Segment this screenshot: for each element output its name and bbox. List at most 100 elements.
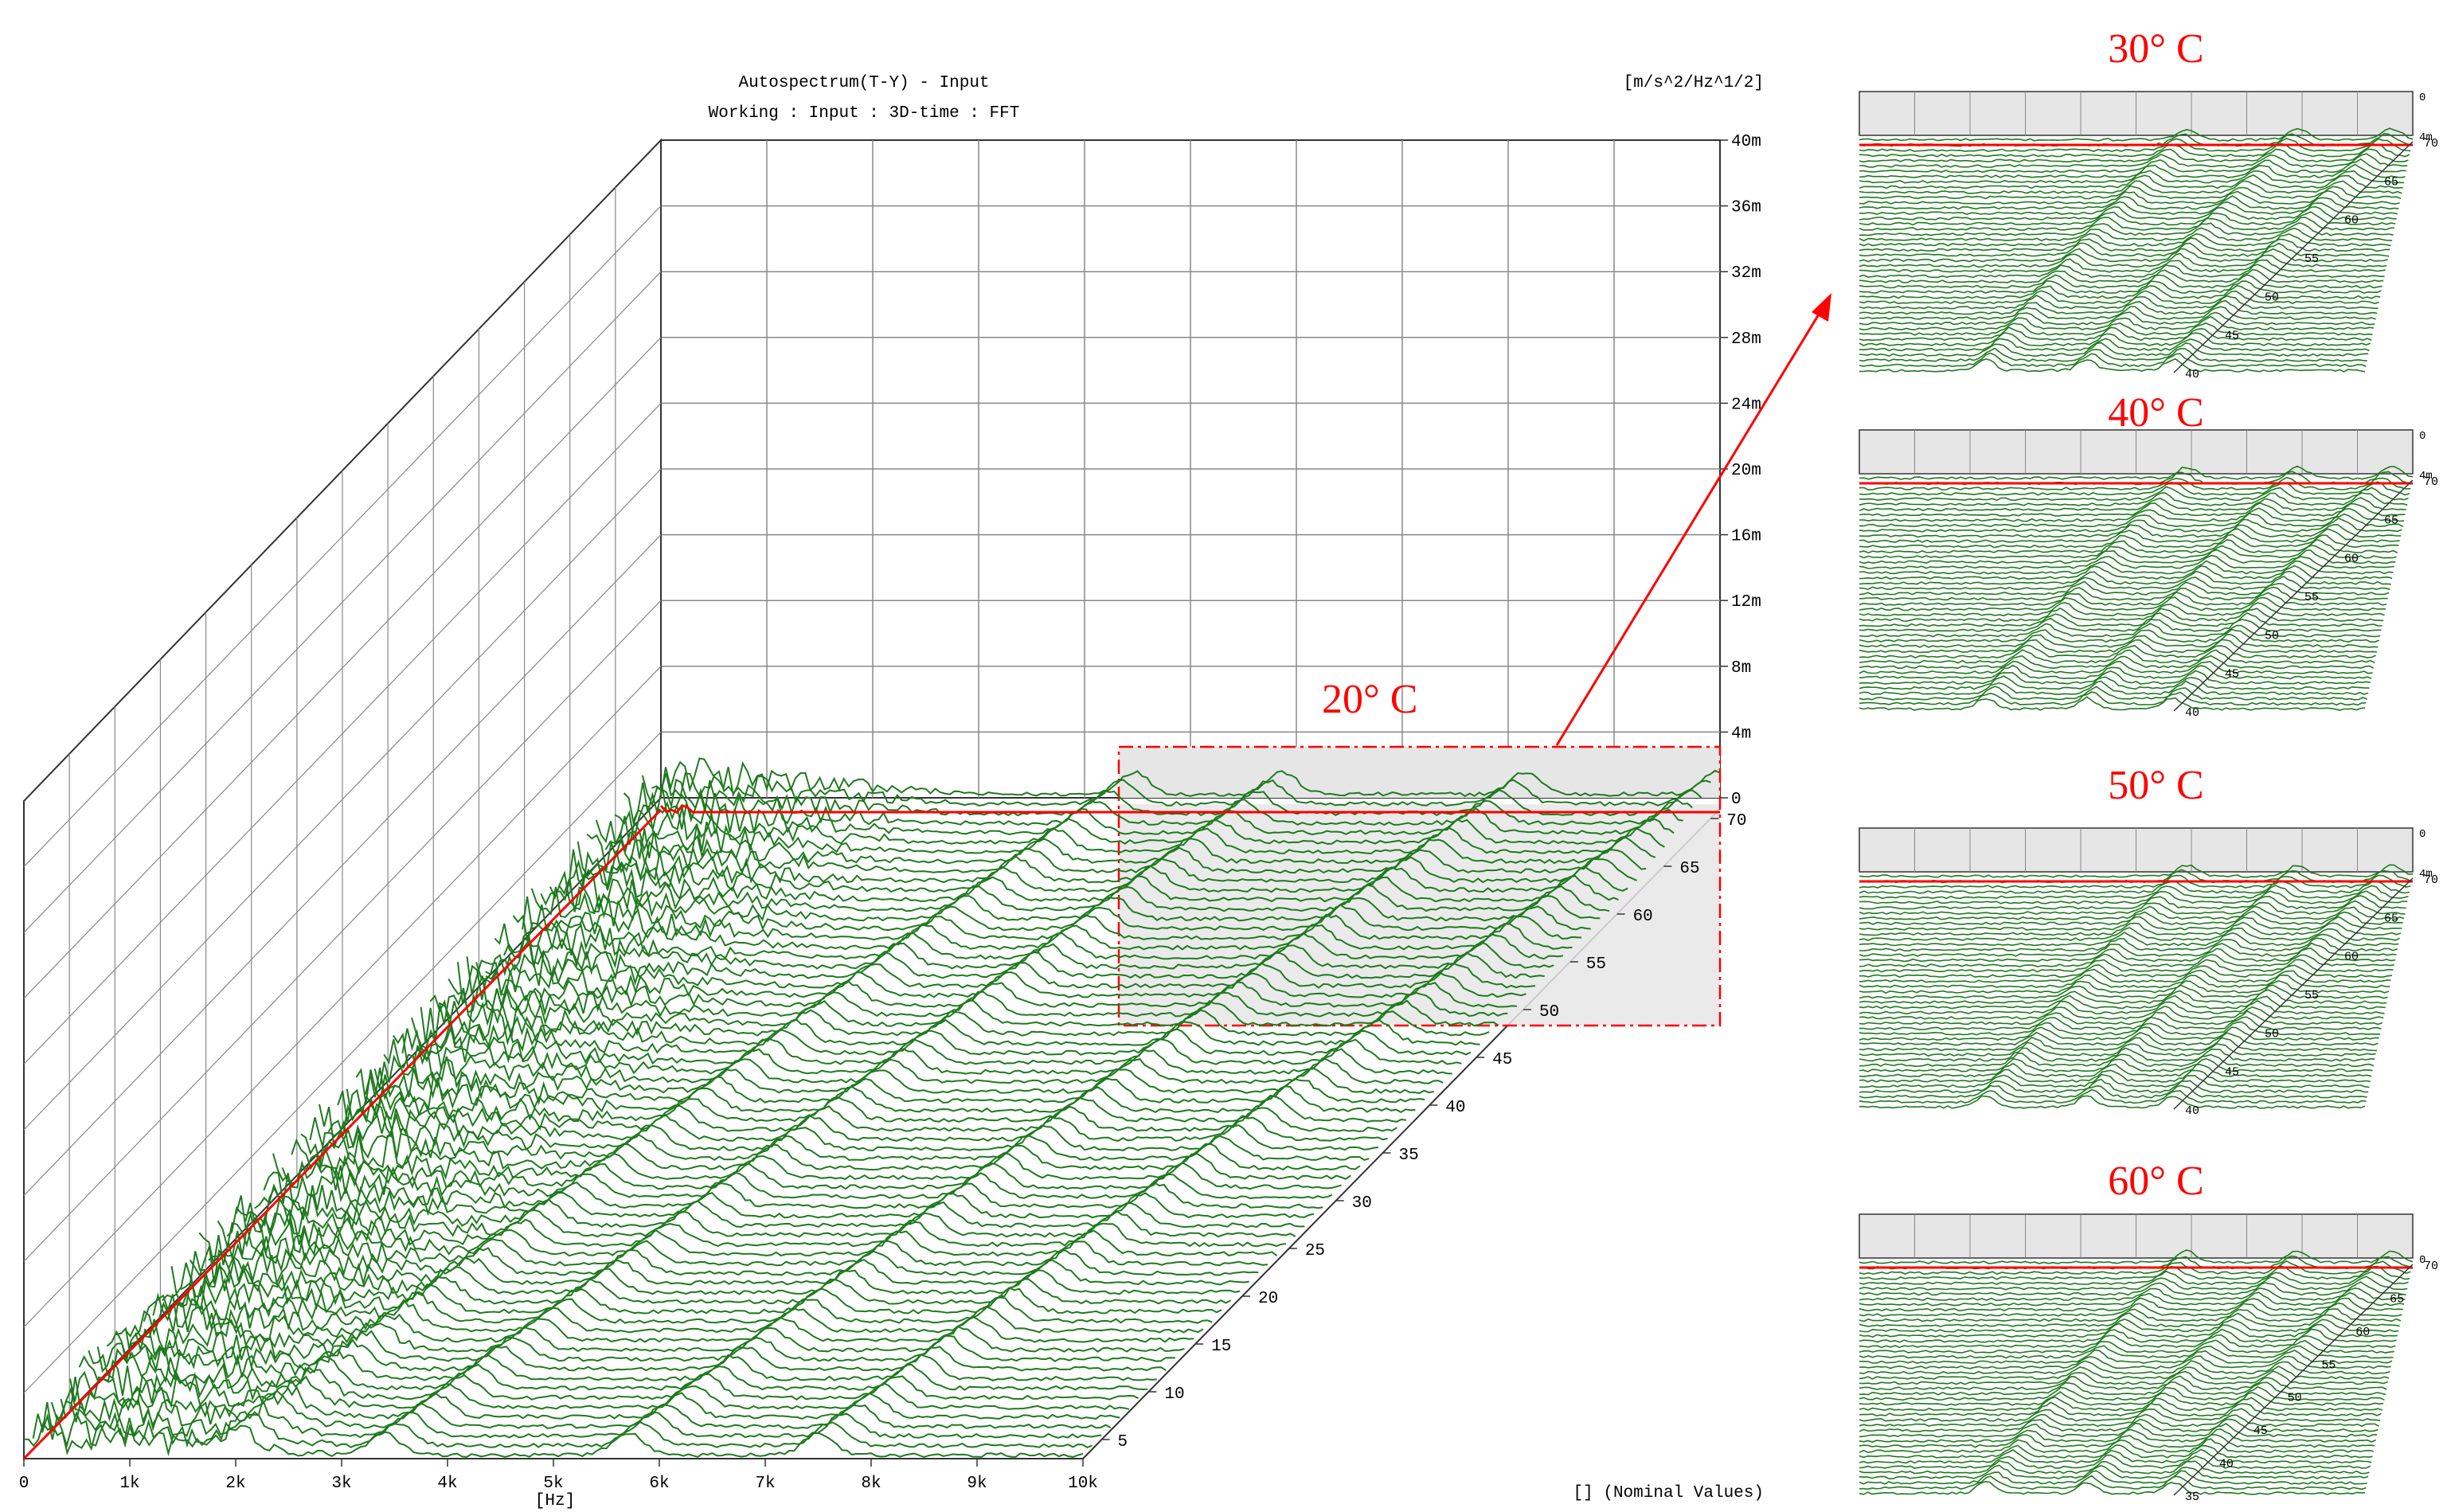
inset-temperature-label: 50° C	[2108, 763, 2203, 808]
inset-depth-tick: 40	[2185, 1104, 2199, 1118]
depth-tick-label: 55	[1586, 955, 1606, 974]
z-tick-label: 20m	[1731, 462, 1761, 480]
x-tick-label: 0	[19, 1475, 29, 1493]
spectrum-slice	[227, 1208, 1286, 1246]
inset-depth-tick: 70	[2424, 475, 2438, 489]
temperature-insets: 30° C4m07065605550454040° C4m07065605550…	[1859, 26, 2438, 1504]
depth-tick-label: 65	[1679, 860, 1699, 878]
inset-depth-tick: 65	[2390, 1292, 2404, 1306]
depth-tick-label: 50	[1539, 1003, 1559, 1022]
x-tick-label: 1k	[119, 1475, 139, 1493]
z-tick-label: 24m	[1731, 396, 1761, 414]
inset-spectrum-slice	[1859, 1288, 2406, 1300]
chart-subtitle: Working : Input : 3D-time : FFT	[709, 104, 1020, 123]
chart-title: Autospectrum(T-Y) - Input	[738, 74, 989, 92]
x-tick-label: 4k	[437, 1475, 457, 1493]
z-tick-label: 4m	[1731, 725, 1751, 743]
z-tick-label: 8m	[1731, 659, 1751, 678]
inset-depth-tick: 60	[2344, 951, 2359, 964]
inset-depth-tick: 70	[2424, 137, 2438, 150]
footer-note: [] (Nominal Values)	[1573, 1484, 1764, 1502]
z-tick-label: 28m	[1731, 330, 1761, 349]
x-tick-label: 3k	[331, 1475, 351, 1493]
inset-depth-tick: 45	[2225, 330, 2239, 343]
inset-spectrum-slice	[1859, 281, 2382, 293]
z-tick-label: 0	[1731, 791, 1741, 809]
inset-temperature-label: 30° C	[2108, 26, 2203, 72]
inset-depth-tick: 50	[2265, 1027, 2279, 1041]
inset-depth-tick: 60	[2344, 214, 2359, 228]
inset-temperature-label: 60° C	[2108, 1158, 2203, 1204]
x-tick-label: 2k	[225, 1475, 245, 1493]
depth-tick-label: 40	[1445, 1099, 1465, 1117]
spectrum-slice	[255, 1185, 1314, 1217]
depth-tick-label: 15	[1211, 1338, 1231, 1356]
inset-depth-axis	[2174, 142, 2413, 373]
x-axis-label: [Hz]	[535, 1492, 575, 1510]
inset-depth-tick: 55	[2304, 989, 2319, 1002]
inset-spectrum-slice	[1859, 223, 2394, 236]
inset-depth-tick: 70	[2424, 1260, 2438, 1273]
depth-tick-label: 10	[1164, 1385, 1184, 1404]
inset-z-tick: 0	[2419, 828, 2426, 841]
inset-depth-tick: 70	[2424, 873, 2438, 887]
x-tick-label: 6k	[649, 1475, 669, 1493]
inset-spectrum-slice	[1859, 312, 2375, 325]
x-tick-label: 8k	[861, 1475, 881, 1493]
main-waterfall-chart: 20° C 04m8m12m16m20m24m28m32m36m40m0 1k 2k…	[19, 133, 1761, 1510]
inset-depth-tick: 65	[2384, 175, 2398, 189]
inset-depth-tick: 50	[2265, 291, 2279, 304]
x-tick-label: 9k	[967, 1475, 987, 1493]
inset-depth-tick: 45	[2254, 1424, 2268, 1438]
spectrum-slice	[393, 1035, 1452, 1074]
inset-depth-axis	[2174, 1264, 2413, 1495]
spectrum-slice	[52, 1389, 1111, 1428]
inset-depth-tick: 40	[2185, 706, 2199, 720]
inset-depth-tick: 45	[2225, 1066, 2239, 1080]
inset-temperature-label: 40° C	[2108, 390, 2203, 436]
depth-tick-label: 5	[1118, 1433, 1128, 1451]
inset-spectrum-slice	[1859, 1309, 2401, 1322]
inset-40: 40° C4m070656055504540	[1859, 390, 2438, 720]
depth-tick-label: 45	[1492, 1051, 1512, 1069]
inset-z-tick: 0	[2419, 92, 2426, 104]
depth-tick-label: 25	[1305, 1242, 1325, 1260]
depth-tick-label: 35	[1398, 1147, 1418, 1165]
x-tick-label: 5k	[543, 1475, 563, 1493]
inset-z-tick: 0	[2419, 430, 2426, 443]
inset-depth-tick: 60	[2344, 553, 2359, 566]
temperature-label-20c: 20° C	[1322, 677, 1417, 722]
z-tick-label: 12m	[1731, 593, 1761, 611]
spectrum-slice	[402, 1029, 1461, 1065]
inset-depth-tick: 55	[2304, 591, 2319, 604]
z-tick-label: 40m	[1731, 133, 1761, 151]
spectrum-slice	[126, 1319, 1185, 1352]
depth-tick-label: 20	[1258, 1290, 1278, 1308]
inset-depth-tick: 60	[2355, 1326, 2370, 1339]
spectrum-slice	[283, 1155, 1342, 1189]
inset-depth-tick: 35	[2185, 1491, 2199, 1504]
inset-spectrum-slice	[1859, 1017, 2382, 1029]
depth-tick-label: 60	[1633, 908, 1653, 926]
callout-arrow-head	[1812, 293, 1831, 322]
spectrum-slice	[135, 1303, 1194, 1342]
highlight-floor-fill	[1119, 804, 1720, 1026]
x-tick-label: 10k	[1068, 1475, 1098, 1493]
inset-50: 50° C4m070656055504540	[1859, 763, 2438, 1118]
inset-depth-tick: 40	[2219, 1458, 2234, 1471]
inset-depth-tick: 50	[2265, 629, 2279, 643]
inset-depth-tick: 55	[2304, 252, 2319, 266]
inset-depth-tick: 65	[2384, 514, 2398, 527]
x-tick-label: 7k	[755, 1475, 775, 1493]
spectrum-slice	[329, 1104, 1388, 1141]
inset-30: 30° C4m070656055504540	[1859, 26, 2438, 381]
z-tick-label: 16m	[1731, 528, 1761, 546]
depth-tick-label: 30	[1352, 1194, 1372, 1213]
depth-tick-label: 70	[1726, 812, 1746, 830]
inset-depth-tick: 50	[2288, 1392, 2302, 1405]
inset-60: 60° C07065605550454035	[1859, 1158, 2438, 1504]
spectrum-slice	[375, 1055, 1434, 1093]
spectrum-slice	[107, 1332, 1166, 1371]
z-tick-label: 32m	[1731, 264, 1761, 283]
